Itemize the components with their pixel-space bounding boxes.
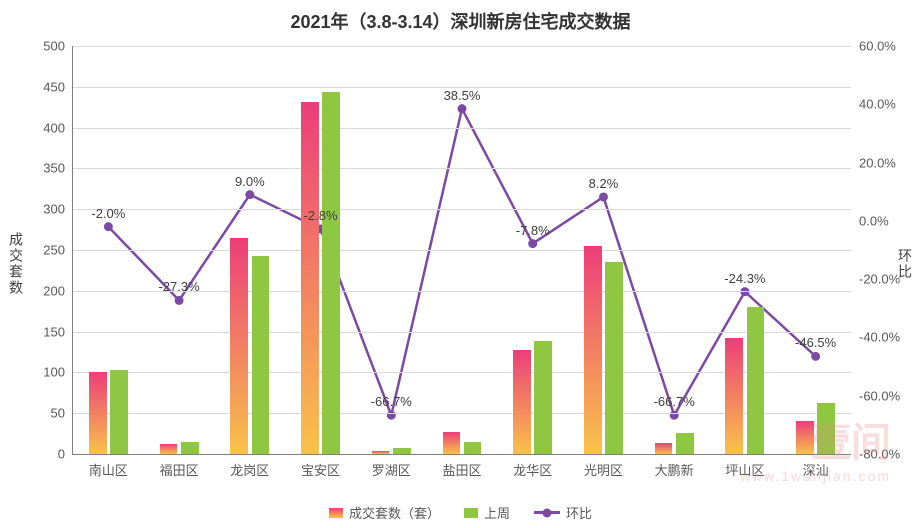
line-marker <box>245 190 254 199</box>
y-tick-right: -40.0% <box>851 330 919 345</box>
y-tick-left: 400 <box>25 120 73 135</box>
bar-series-a <box>584 246 602 454</box>
plot-area: 050100150200250300350400450500-80.0%-60.… <box>72 46 851 455</box>
legend: 成交套数（套） 上周 环比 <box>0 503 921 522</box>
gridline <box>73 128 851 129</box>
legend-swatch-a <box>329 508 343 518</box>
bar-series-b <box>747 307 765 454</box>
line-point-label: 38.5% <box>444 88 481 103</box>
y-tick-left: 500 <box>25 39 73 54</box>
x-tick: 宝安区 <box>301 454 340 479</box>
line-marker <box>528 239 537 248</box>
line-point-label: -46.5% <box>795 335 836 350</box>
gridline <box>73 332 851 333</box>
line-point-label: 9.0% <box>235 174 265 189</box>
line-marker <box>811 352 820 361</box>
y-tick-right: 60.0% <box>851 39 919 54</box>
bar-series-b <box>322 92 340 454</box>
bar-series-a <box>301 102 319 455</box>
chart-title: 2021年（3.8-3.14）深圳新房住宅成交数据 <box>0 8 921 34</box>
bar-series-b <box>252 256 270 454</box>
y-tick-left: 350 <box>25 161 73 176</box>
y-tick-left: 150 <box>25 324 73 339</box>
line-point-label: -66.7% <box>654 394 695 409</box>
x-tick: 龙岗区 <box>230 454 269 479</box>
y-tick-right: -60.0% <box>851 388 919 403</box>
line-marker <box>104 222 113 231</box>
bar-series-a <box>372 451 390 454</box>
x-tick: 罗湖区 <box>372 454 411 479</box>
y-tick-left: 200 <box>25 283 73 298</box>
line-point-label: -27.3% <box>158 279 199 294</box>
legend-label-a: 成交套数（套） <box>349 503 440 522</box>
y-axis-left-label: 成交套数 <box>6 232 26 296</box>
gridline <box>73 250 851 251</box>
line-point-label: -7.8% <box>516 223 550 238</box>
bar-series-a <box>725 338 743 454</box>
y-tick-left: 0 <box>25 447 73 462</box>
line-marker <box>387 411 396 420</box>
bar-series-b <box>464 442 482 454</box>
gridline <box>73 46 851 47</box>
line-marker <box>670 411 679 420</box>
line-series <box>108 109 815 416</box>
bar-series-a <box>513 350 531 454</box>
gridline <box>73 168 851 169</box>
x-tick: 南山区 <box>89 454 128 479</box>
x-tick: 坪山区 <box>725 454 764 479</box>
y-tick-right: -20.0% <box>851 272 919 287</box>
x-tick: 深汕 <box>803 454 829 479</box>
bar-series-b <box>605 262 623 454</box>
bar-series-b <box>181 442 199 454</box>
legend-marker-dot <box>543 508 552 517</box>
line-point-label: -24.3% <box>724 271 765 286</box>
x-tick: 福田区 <box>160 454 199 479</box>
y-tick-left: 300 <box>25 202 73 217</box>
bar-series-a <box>443 432 461 454</box>
y-tick-left: 250 <box>25 243 73 258</box>
legend-item-series-b: 上周 <box>464 503 510 522</box>
y-tick-right: 20.0% <box>851 155 919 170</box>
y-tick-left: 100 <box>25 365 73 380</box>
line-marker <box>599 192 608 201</box>
y-tick-right: 40.0% <box>851 97 919 112</box>
legend-label-b: 上周 <box>484 503 510 522</box>
bar-series-b <box>534 341 552 454</box>
bar-series-a <box>230 238 248 454</box>
line-point-label: -2.0% <box>91 206 125 221</box>
y-tick-left: 50 <box>25 406 73 421</box>
line-marker <box>175 296 184 305</box>
line-point-label: -66.7% <box>371 394 412 409</box>
bar-series-b <box>676 433 694 454</box>
legend-swatch-b <box>464 508 478 518</box>
x-tick: 大鹏新 <box>655 454 694 479</box>
legend-marker-line <box>534 507 560 519</box>
line-point-label: -2.8% <box>304 208 338 223</box>
legend-label-line: 环比 <box>566 503 592 522</box>
bar-series-a <box>89 372 107 454</box>
bar-series-b <box>393 448 411 454</box>
legend-item-series-a: 成交套数（套） <box>329 503 440 522</box>
y-tick-right: 0.0% <box>851 213 919 228</box>
chart-container: 2021年（3.8-3.14）深圳新房住宅成交数据 成交套数 环比 050100… <box>0 0 921 528</box>
legend-item-line: 环比 <box>534 503 592 522</box>
bar-series-a <box>160 444 178 454</box>
y-tick-right: -80.0% <box>851 447 919 462</box>
x-tick: 光明区 <box>584 454 623 479</box>
x-tick: 盐田区 <box>442 454 481 479</box>
bar-series-a <box>655 443 673 454</box>
line-point-label: 8.2% <box>589 176 619 191</box>
line-marker <box>458 104 467 113</box>
x-tick: 龙华区 <box>513 454 552 479</box>
y-tick-left: 450 <box>25 79 73 94</box>
bar-series-a <box>796 421 814 454</box>
gridline <box>73 209 851 210</box>
bar-series-b <box>817 403 835 454</box>
bar-series-b <box>110 370 128 454</box>
